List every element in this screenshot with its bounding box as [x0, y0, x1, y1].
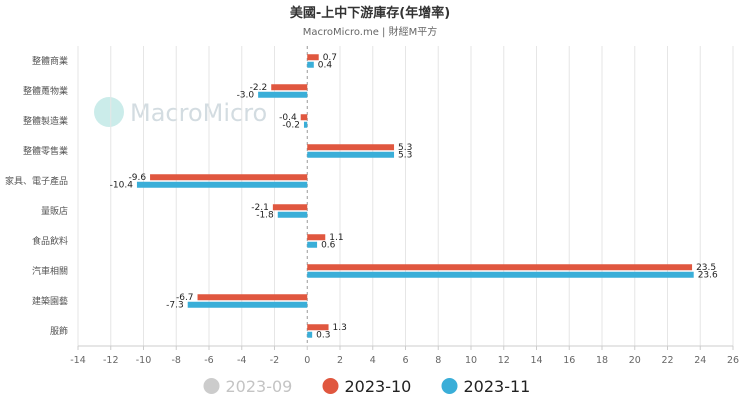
x-tick-label: 26: [727, 355, 739, 366]
data-label: 5.3: [398, 143, 412, 153]
category-labels: 整體商業整體躉物業整體製造業整體零售業家具、電子產品量販店食品飲料汽車相關建築園…: [5, 55, 68, 337]
x-axis-ticks: -14 -12 -10 -8 -6 -4 -2 0 2 4 6 8 10 12 14 16 18 20 22 24 26: [70, 346, 739, 366]
category-label: 食品飲料: [32, 235, 68, 247]
legend-item[interactable]: 2023-10: [345, 377, 412, 396]
category-label: 家具、電子產品: [5, 175, 68, 187]
bars: 0.70.4 -2.2-3.0 -0.4-0.2 5.35.3 -9.6-10.4 -2.…: [110, 53, 718, 341]
category-label: 服飾: [50, 325, 68, 337]
x-tick-label: -12: [103, 355, 119, 366]
bar[interactable]: [272, 204, 308, 211]
bar[interactable]: [258, 91, 308, 98]
data-label: 0.3: [316, 330, 330, 340]
chart-subtitle: MacroMicro.me | 財經M平方: [303, 25, 437, 38]
x-tick-label: 24: [694, 355, 706, 366]
legend-marker[interactable]: [322, 378, 339, 394]
legend-item[interactable]: 2023-11: [464, 377, 531, 396]
bar[interactable]: [307, 54, 319, 61]
data-label: -3.0: [237, 90, 255, 100]
data-label: -1.8: [256, 210, 274, 220]
data-label: 23.5: [696, 263, 716, 273]
x-tick-label: 22: [661, 355, 673, 366]
bar[interactable]: [307, 264, 693, 271]
x-tick-label: 16: [563, 355, 575, 366]
category-label: 整體躉物業: [23, 85, 68, 97]
data-label: 1.1: [329, 233, 343, 243]
category-label: 整體商業: [32, 55, 68, 67]
bar[interactable]: [150, 174, 308, 181]
data-label: -9.6: [128, 173, 146, 183]
x-tick-label: 6: [402, 355, 408, 366]
data-label: 0.7: [323, 53, 337, 63]
category-label: 整體製造業: [23, 115, 68, 127]
bar[interactable]: [187, 301, 308, 308]
x-tick-label: 12: [498, 355, 510, 366]
x-tick-label: 4: [370, 355, 376, 366]
data-label: 1.3: [333, 323, 347, 333]
category-label: 量販店: [41, 205, 68, 217]
bar[interactable]: [307, 234, 326, 241]
x-tick-label: -6: [204, 355, 213, 366]
watermark-logo-icon: [94, 97, 124, 127]
bar[interactable]: [136, 181, 308, 188]
x-tick-label: 14: [530, 355, 542, 366]
x-tick-label: 8: [435, 355, 441, 366]
data-label: -7.3: [166, 300, 184, 310]
x-tick-label: -8: [172, 355, 181, 366]
watermark: MacroMicro: [94, 97, 267, 127]
data-label: 0.4: [318, 60, 333, 70]
data-label: -10.4: [110, 180, 134, 190]
x-tick-label: 2: [337, 355, 343, 366]
bar[interactable]: [307, 324, 329, 331]
legend-marker[interactable]: [441, 378, 458, 394]
legend-item[interactable]: 2023-09: [226, 377, 293, 396]
data-label: -0.4: [279, 113, 297, 123]
x-tick-label: 10: [465, 355, 477, 366]
bar[interactable]: [197, 294, 308, 301]
data-label: -2.2: [250, 83, 268, 93]
bar[interactable]: [307, 61, 314, 68]
watermark-text: MacroMicro: [130, 99, 267, 127]
legend: 2023-09 2023-10 2023-11: [203, 377, 531, 396]
bar[interactable]: [307, 271, 694, 278]
bar[interactable]: [307, 151, 395, 158]
data-label: 23.6: [698, 270, 718, 280]
x-tick-label: -4: [237, 355, 246, 366]
x-tick-label: -2: [270, 355, 279, 366]
x-tick-label: 0: [304, 355, 310, 366]
data-label: 0.6: [321, 240, 336, 250]
bar[interactable]: [277, 211, 308, 218]
bar[interactable]: [307, 144, 395, 151]
bar[interactable]: [307, 331, 313, 338]
x-tick-label: -14: [70, 355, 86, 366]
data-label: -0.2: [282, 120, 300, 130]
x-tick-label: -10: [136, 355, 152, 366]
category-label: 汽車相關: [32, 265, 68, 277]
bar[interactable]: [303, 121, 308, 128]
bar[interactable]: [271, 84, 308, 91]
legend-marker[interactable]: [203, 378, 220, 394]
data-label: 5.3: [398, 150, 412, 160]
data-label: -6.7: [176, 293, 194, 303]
bar[interactable]: [307, 241, 318, 248]
grid: [77, 46, 734, 347]
data-label: -2.1: [251, 203, 269, 213]
category-label: 建築園藝: [32, 295, 68, 307]
x-tick-label: 18: [596, 355, 608, 366]
category-label: 整體零售業: [23, 145, 68, 157]
x-tick-label: 20: [629, 355, 641, 366]
bar[interactable]: [300, 114, 308, 121]
chart-title: 美國-上中下游庫存(年增率): [290, 5, 450, 21]
